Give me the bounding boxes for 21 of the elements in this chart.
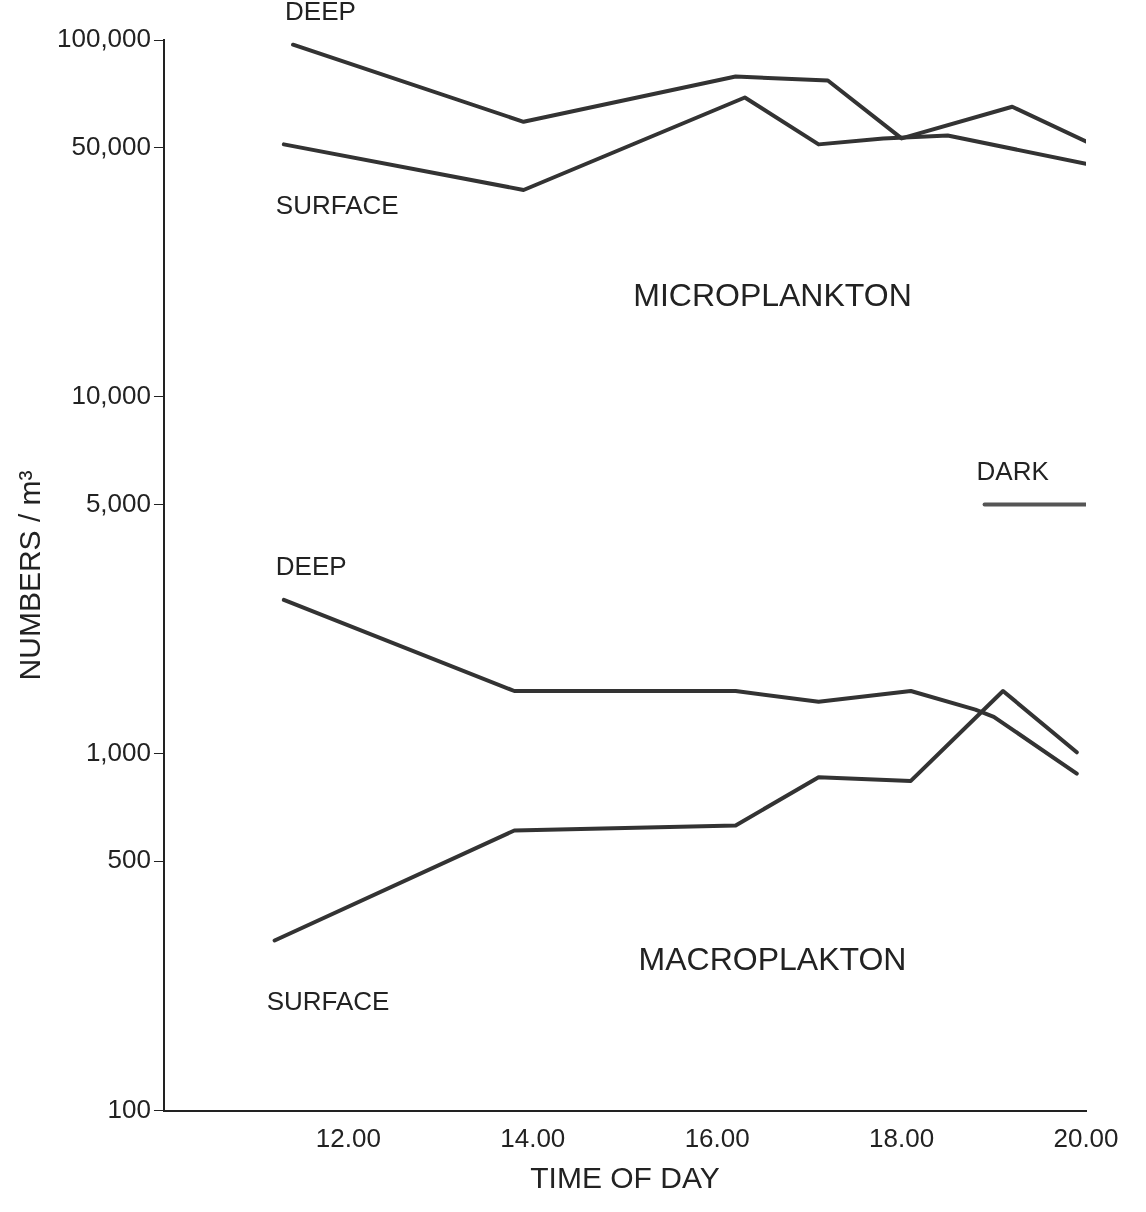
y-tick-label: 10,000 [71, 380, 151, 411]
series-label: DEEP [285, 0, 356, 26]
series-label: DEEP [275, 551, 347, 582]
series-label: SURFACE [266, 985, 390, 1016]
x-tick-label: 20.00 [1053, 1122, 1119, 1153]
x-tick-label: 18.00 [869, 1122, 935, 1153]
y-tick-label: 5,000 [85, 487, 151, 518]
y-tick-label: 1,000 [85, 737, 151, 768]
annotation: MACROPLAKTON [638, 940, 907, 977]
x-axis-title: TIME OF DAY [530, 1161, 720, 1195]
series-label: SURFACE [275, 189, 399, 220]
series-label: DARK [976, 455, 1050, 486]
y-tick-label: 50,000 [71, 130, 151, 161]
x-tick-label: 12.00 [315, 1122, 381, 1153]
y-tick-label: 500 [107, 844, 151, 875]
y-tick-label: 100 [107, 1093, 151, 1124]
annotation: MICROPLANKTON [633, 276, 912, 313]
y-axis-title: NUMBERS / m³ [13, 470, 47, 681]
x-tick-label: 16.00 [684, 1122, 750, 1153]
y-tick-label: 100,000 [57, 23, 151, 54]
x-tick-label: 14.00 [500, 1122, 566, 1153]
